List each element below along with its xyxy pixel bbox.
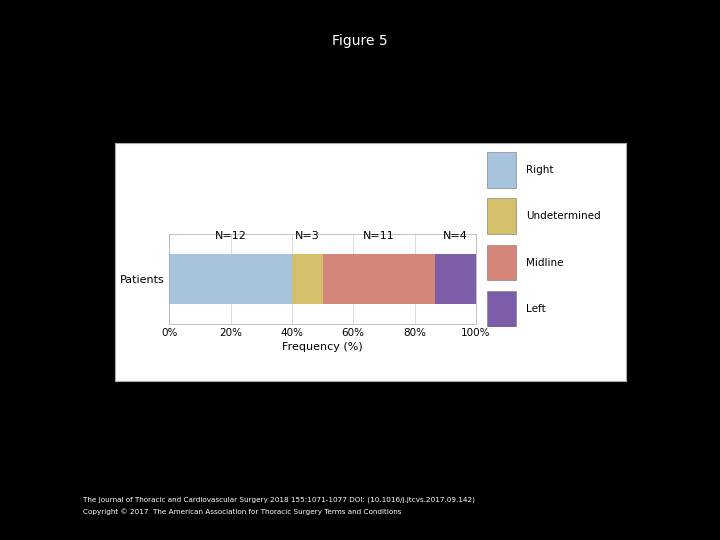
Text: Right: Right — [526, 165, 554, 175]
X-axis label: Frequency (%): Frequency (%) — [282, 342, 363, 352]
Text: Left: Left — [526, 304, 546, 314]
Text: Midline: Midline — [526, 258, 564, 267]
Text: N=4: N=4 — [443, 231, 468, 241]
Bar — [435, 254, 476, 303]
Text: Figure 5: Figure 5 — [332, 33, 388, 48]
Bar — [487, 152, 516, 188]
Text: N=11: N=11 — [363, 231, 395, 241]
Bar — [169, 254, 292, 303]
Text: N=3: N=3 — [295, 231, 320, 241]
Bar — [487, 245, 516, 280]
Text: Copyright © 2017  The American Association for Thoracic Surgery Terms and Condit: Copyright © 2017 The American Associatio… — [83, 509, 401, 515]
Bar — [323, 254, 435, 303]
Text: The Journal of Thoracic and Cardiovascular Surgery 2018 155:1071-1077 DOI: (10.1: The Journal of Thoracic and Cardiovascul… — [83, 496, 474, 503]
Text: Undetermined: Undetermined — [526, 211, 601, 221]
Text: ELSEVIER: ELSEVIER — [27, 509, 60, 514]
Bar — [487, 198, 516, 234]
Bar — [292, 254, 323, 303]
Bar — [487, 291, 516, 327]
Text: N=12: N=12 — [215, 231, 246, 241]
